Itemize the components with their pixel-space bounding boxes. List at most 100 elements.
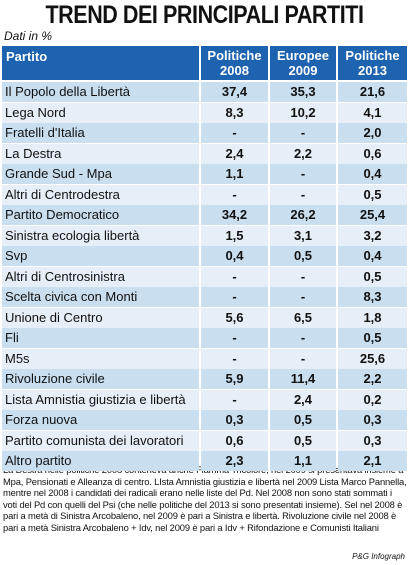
vote-share-cell: 0,5 bbox=[338, 266, 407, 287]
table-row: Lista Amnistia giustizia e libertà -2,4 0,… bbox=[2, 389, 407, 410]
chart-subtitle: Dati in % bbox=[4, 29, 53, 43]
vote-share-cell: 0,4 bbox=[201, 246, 268, 266]
vote-share-cell: 0,3 bbox=[338, 430, 407, 451]
column-header-line: Politiche bbox=[207, 48, 262, 63]
column-header-line: 2013 bbox=[358, 63, 387, 78]
vote-share-cell: - bbox=[201, 389, 268, 410]
vote-share-cell: 8,3 bbox=[338, 287, 407, 307]
vote-share-cell: 37,4 bbox=[201, 82, 268, 102]
vote-share-cell: 0,5 bbox=[270, 410, 336, 430]
party-name: Partito Democratico bbox=[2, 205, 199, 225]
vote-share-cell: - bbox=[201, 123, 268, 143]
column-header-europee-2009: Europee 2009 bbox=[270, 46, 336, 80]
vote-share-cell: - bbox=[270, 123, 336, 143]
footnotes: La Destra nelle politiche 2008 conteneva… bbox=[3, 464, 407, 533]
table-row: Forza nuova 0,3 0,5 0,3 bbox=[2, 410, 407, 430]
column-header-label: Partito bbox=[6, 49, 48, 64]
vote-share-cell: 2,4 bbox=[201, 143, 268, 164]
table-row: Grande Sud - Mpa 1,1-0,4 bbox=[2, 164, 407, 184]
table-row: Altri di Centrosinistra - -0,5 bbox=[2, 266, 407, 287]
column-header-line: 2009 bbox=[288, 63, 318, 78]
results-table: Partito Politiche 2008 Europee 2009 Poli… bbox=[2, 46, 407, 471]
table-row: Scelta civica con Monti - -8,3 bbox=[2, 287, 407, 307]
table-row: Svp 0,4 0,5 0,4 bbox=[2, 246, 407, 266]
vote-share-cell: 0,3 bbox=[338, 410, 407, 430]
vote-share-cell: 2,1 bbox=[338, 451, 407, 471]
party-name: Lega Nord bbox=[2, 102, 199, 123]
table-row: Fli - -0,5 bbox=[2, 328, 407, 348]
party-name: Altro partito bbox=[2, 451, 199, 471]
party-name: Scelta civica con Monti bbox=[2, 287, 199, 307]
vote-share-cell: 4,1 bbox=[338, 102, 407, 123]
table-row: Sinistra ecologia libertà 1,5 3,1 3,2 bbox=[2, 225, 407, 246]
column-header-line: Europee bbox=[276, 48, 329, 63]
table-row: Unione di Centro 5,6 6,5 1,8 bbox=[2, 307, 407, 328]
vote-share-cell: 2,4 bbox=[270, 389, 336, 410]
table-row: M5s - -25,6 bbox=[2, 348, 407, 369]
vote-share-cell: 25,4 bbox=[338, 205, 407, 225]
party-name: Lista Amnistia giustizia e libertà bbox=[2, 389, 199, 410]
party-name: Svp bbox=[2, 246, 199, 266]
vote-share-cell: - bbox=[201, 287, 268, 307]
table-row: Fratelli d'Italia - -2,0 bbox=[2, 123, 407, 143]
table-row: La Destra 2,4 2,2 0,6 bbox=[2, 143, 407, 164]
vote-share-cell: - bbox=[270, 184, 336, 205]
credit: P&G Infograph bbox=[352, 552, 405, 561]
vote-share-cell: 0,2 bbox=[338, 389, 407, 410]
vote-share-cell: 0,5 bbox=[270, 246, 336, 266]
vote-share-cell: 1,1 bbox=[270, 451, 336, 471]
vote-share-cell: 0,4 bbox=[338, 246, 407, 266]
vote-share-cell: - bbox=[270, 266, 336, 287]
party-name: Forza nuova bbox=[2, 410, 199, 430]
table-row: Rivoluzione civile 5,9 11,4 2,2 bbox=[2, 369, 407, 389]
table-row: Partito comunista dei lavoratori 0,6 0,5 0,… bbox=[2, 430, 407, 451]
vote-share-cell: - bbox=[201, 184, 268, 205]
vote-share-cell: 21,6 bbox=[338, 82, 407, 102]
party-name: Altri di Centrodestra bbox=[2, 184, 199, 205]
party-name: Fratelli d'Italia bbox=[2, 123, 199, 143]
party-name: Rivoluzione civile bbox=[2, 369, 199, 389]
party-name: Sinistra ecologia libertà bbox=[2, 225, 199, 246]
table-row: Altri di Centrodestra - -0,5 bbox=[2, 184, 407, 205]
vote-share-cell: 10,2 bbox=[270, 102, 336, 123]
vote-share-cell: 3,2 bbox=[338, 225, 407, 246]
column-header-line: Politiche bbox=[345, 48, 400, 63]
vote-share-cell: 34,2 bbox=[201, 205, 268, 225]
party-name: Unione di Centro bbox=[2, 307, 199, 328]
vote-share-cell: 0,6 bbox=[338, 143, 407, 164]
vote-share-cell: 25,6 bbox=[338, 348, 407, 369]
chart-title: TREND DEI PRINCIPALI PARTITI bbox=[45, 1, 364, 29]
vote-share-cell: 0,4 bbox=[338, 164, 407, 184]
table-row: Lega Nord 8,3 10,2 4,1 bbox=[2, 102, 407, 123]
party-name: Fli bbox=[2, 328, 199, 348]
vote-share-cell: 5,6 bbox=[201, 307, 268, 328]
table-row: Il Popolo della Libertà 37,4 35,3 21,6 bbox=[2, 82, 407, 102]
vote-share-cell: 11,4 bbox=[270, 369, 336, 389]
vote-share-cell: 0,5 bbox=[270, 430, 336, 451]
vote-share-cell: 6,5 bbox=[270, 307, 336, 328]
vote-share-cell: - bbox=[201, 348, 268, 369]
vote-share-cell: 1,5 bbox=[201, 225, 268, 246]
party-name: La Destra bbox=[2, 143, 199, 164]
vote-share-cell: 5,9 bbox=[201, 369, 268, 389]
vote-share-cell: - bbox=[270, 348, 336, 369]
vote-share-cell: 2,2 bbox=[270, 143, 336, 164]
column-header-partito: Partito bbox=[2, 46, 199, 80]
vote-share-cell: 1,8 bbox=[338, 307, 407, 328]
vote-share-cell: 35,3 bbox=[270, 82, 336, 102]
vote-share-cell: 8,3 bbox=[201, 102, 268, 123]
party-name: Altri di Centrosinistra bbox=[2, 266, 199, 287]
party-name: M5s bbox=[2, 348, 199, 369]
vote-share-cell: 3,1 bbox=[270, 225, 336, 246]
vote-share-cell: 0,5 bbox=[338, 328, 407, 348]
vote-share-cell: - bbox=[270, 164, 336, 184]
column-header-line: 2008 bbox=[220, 63, 249, 78]
vote-share-cell: 0,3 bbox=[201, 410, 268, 430]
vote-share-cell: 26,2 bbox=[270, 205, 336, 225]
column-header-politiche-2008: Politiche 2008 bbox=[201, 46, 268, 80]
vote-share-cell: - bbox=[201, 266, 268, 287]
vote-share-cell: - bbox=[270, 287, 336, 307]
table-row: Partito Democratico 34,2 26,2 25,4 bbox=[2, 205, 407, 225]
party-name: Il Popolo della Libertà bbox=[2, 82, 199, 102]
vote-share-cell: - bbox=[270, 328, 336, 348]
